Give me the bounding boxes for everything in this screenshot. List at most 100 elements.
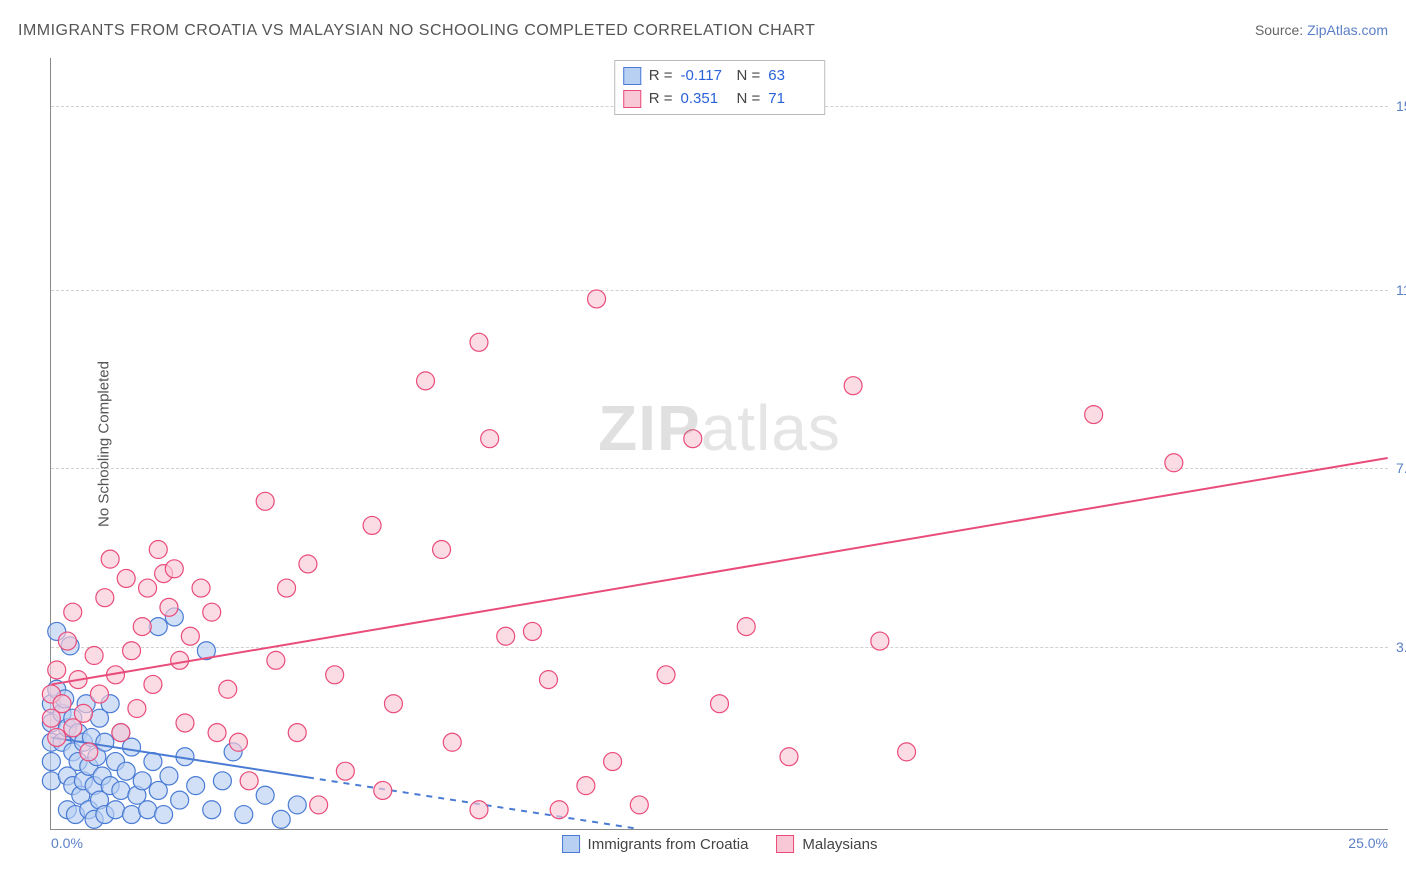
scatter-point-malaysia — [139, 579, 157, 597]
scatter-point-malaysia — [203, 603, 221, 621]
scatter-point-malaysia — [481, 430, 499, 448]
scatter-point-croatia — [203, 801, 221, 819]
scatter-point-croatia — [288, 796, 306, 814]
scatter-point-malaysia — [844, 377, 862, 395]
scatter-point-croatia — [235, 806, 253, 824]
scatter-point-malaysia — [780, 748, 798, 766]
scatter-point-malaysia — [288, 724, 306, 742]
scatter-point-malaysia — [267, 651, 285, 669]
scatter-point-croatia — [123, 806, 141, 824]
scatter-svg — [51, 58, 1388, 829]
legend-item-malaysia: Malaysians — [776, 835, 877, 853]
scatter-point-malaysia — [48, 728, 66, 746]
source: Source: ZipAtlas.com — [1255, 22, 1388, 38]
scatter-point-malaysia — [684, 430, 702, 448]
swatch-malaysia-legend — [776, 835, 794, 853]
n-value-malaysia: 71 — [768, 88, 816, 111]
scatter-point-croatia — [155, 806, 173, 824]
scatter-point-croatia — [139, 801, 157, 819]
scatter-point-malaysia — [80, 743, 98, 761]
scatter-point-malaysia — [374, 781, 392, 799]
scatter-point-malaysia — [192, 579, 210, 597]
scatter-point-malaysia — [470, 801, 488, 819]
y-tick: 11.2% — [1390, 282, 1406, 298]
r-value-croatia: -0.117 — [681, 65, 729, 88]
scatter-point-malaysia — [219, 680, 237, 698]
x-tick-max: 25.0% — [1348, 835, 1388, 851]
scatter-point-malaysia — [58, 632, 76, 650]
scatter-point-malaysia — [181, 627, 199, 645]
scatter-point-malaysia — [123, 642, 141, 660]
scatter-point-malaysia — [470, 333, 488, 351]
swatch-croatia — [623, 67, 641, 85]
n-value-croatia: 63 — [768, 65, 816, 88]
scatter-point-malaysia — [604, 753, 622, 771]
scatter-point-croatia — [112, 781, 130, 799]
scatter-point-malaysia — [96, 589, 114, 607]
scatter-point-malaysia — [85, 647, 103, 665]
scatter-point-malaysia — [160, 598, 178, 616]
scatter-point-malaysia — [165, 560, 183, 578]
scatter-point-malaysia — [550, 801, 568, 819]
scatter-point-malaysia — [149, 541, 167, 559]
scatter-point-croatia — [117, 762, 135, 780]
r-value-malaysia: 0.351 — [681, 88, 729, 111]
scatter-point-malaysia — [64, 603, 82, 621]
scatter-point-malaysia — [144, 675, 162, 693]
scatter-point-malaysia — [240, 772, 258, 790]
scatter-point-malaysia — [326, 666, 344, 684]
scatter-point-malaysia — [711, 695, 729, 713]
scatter-point-malaysia — [128, 700, 146, 718]
scatter-point-malaysia — [898, 743, 916, 761]
stats-row-malaysia: R = 0.351 N = 71 — [623, 88, 817, 111]
scatter-point-croatia — [171, 791, 189, 809]
scatter-point-malaysia — [871, 632, 889, 650]
scatter-point-malaysia — [577, 777, 595, 795]
scatter-point-malaysia — [1165, 454, 1183, 472]
scatter-point-croatia — [272, 810, 290, 828]
scatter-point-malaysia — [48, 661, 66, 679]
plot-area: No Schooling Completed ZIPatlas 3.8%7.5%… — [50, 58, 1388, 830]
scatter-point-malaysia — [90, 685, 108, 703]
chart-title: IMMIGRANTS FROM CROATIA VS MALAYSIAN NO … — [18, 22, 815, 40]
x-tick-min: 0.0% — [51, 835, 83, 851]
swatch-croatia-legend — [562, 835, 580, 853]
y-tick: 7.5% — [1390, 460, 1406, 476]
scatter-point-malaysia — [256, 492, 274, 510]
scatter-point-malaysia — [112, 724, 130, 742]
scatter-point-croatia — [256, 786, 274, 804]
trend-line-malaysia — [51, 458, 1387, 684]
scatter-point-malaysia — [133, 618, 151, 636]
scatter-point-malaysia — [310, 796, 328, 814]
scatter-point-croatia — [149, 618, 167, 636]
stats-legend: R = -0.117 N = 63 R = 0.351 N = 71 — [614, 60, 826, 115]
scatter-point-malaysia — [523, 622, 541, 640]
scatter-point-croatia — [213, 772, 231, 790]
scatter-point-malaysia — [630, 796, 648, 814]
scatter-point-malaysia — [208, 724, 226, 742]
scatter-point-malaysia — [417, 372, 435, 390]
legend-label-croatia: Immigrants from Croatia — [588, 836, 749, 853]
scatter-point-malaysia — [53, 695, 71, 713]
swatch-malaysia — [623, 90, 641, 108]
scatter-point-malaysia — [384, 695, 402, 713]
legend-label-malaysia: Malaysians — [802, 836, 877, 853]
scatter-point-malaysia — [433, 541, 451, 559]
scatter-point-malaysia — [171, 651, 189, 669]
scatter-point-croatia — [107, 801, 125, 819]
scatter-point-malaysia — [336, 762, 354, 780]
scatter-point-malaysia — [299, 555, 317, 573]
scatter-point-malaysia — [443, 733, 461, 751]
stats-row-croatia: R = -0.117 N = 63 — [623, 65, 817, 88]
scatter-point-malaysia — [278, 579, 296, 597]
scatter-point-malaysia — [737, 618, 755, 636]
source-label: Source: — [1255, 22, 1303, 38]
source-link[interactable]: ZipAtlas.com — [1307, 22, 1388, 38]
scatter-point-malaysia — [101, 550, 119, 568]
scatter-point-croatia — [187, 777, 205, 795]
scatter-point-malaysia — [117, 569, 135, 587]
y-tick: 15.0% — [1390, 98, 1406, 114]
legend-item-croatia: Immigrants from Croatia — [562, 835, 749, 853]
scatter-point-malaysia — [1085, 406, 1103, 424]
scatter-point-croatia — [96, 733, 114, 751]
